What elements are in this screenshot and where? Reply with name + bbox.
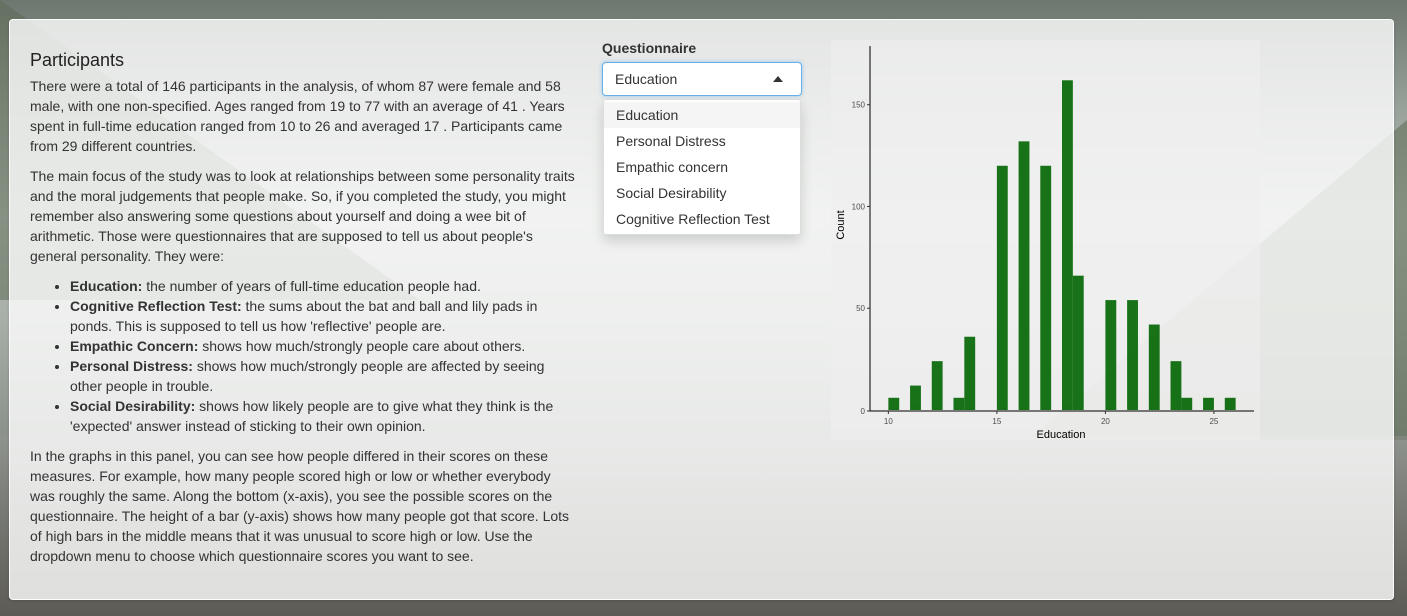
measure-name: Cognitive Reflection Test:: [70, 298, 242, 314]
option-education[interactable]: Education: [604, 102, 800, 128]
option-personal-distress[interactable]: Personal Distress: [616, 133, 726, 149]
histogram-bar: [888, 397, 900, 410]
x-tick-label: 20: [1101, 417, 1110, 426]
questionnaire-select[interactable]: Education: [602, 62, 802, 96]
option-social-desirability[interactable]: Social Desirability: [616, 185, 727, 201]
option-cognitive-reflection-test[interactable]: Cognitive Reflection Test: [616, 211, 770, 227]
measure-name: Empathic Concern:: [70, 338, 199, 354]
histogram-bar: [1224, 397, 1236, 410]
measure-name: Education:: [70, 278, 143, 294]
graph-explanation-paragraph: In the graphs in this panel, you can see…: [30, 448, 570, 564]
summary-paragraph: There were a total of 146 participants i…: [30, 78, 565, 154]
histogram-bar: [1148, 324, 1160, 410]
list-item: Social Desirability: shows how likely pe…: [70, 396, 578, 436]
histogram-chart: 0 50 100 150 10 15 20 25 Education Count: [831, 40, 1260, 440]
questionnaire-dropdown-menu: Education Personal Distress Empathic con…: [603, 99, 801, 235]
histogram-bar: [1072, 275, 1084, 410]
measure-desc: shows how much/strongly people care abou…: [198, 338, 526, 354]
list-item: Education: the number of years of full-t…: [70, 276, 578, 296]
x-tick-label: 25: [1209, 417, 1218, 426]
x-tick-label: 10: [884, 417, 893, 426]
list-item: Empathic Concern: shows how much/strongl…: [70, 336, 578, 356]
measure-desc: shows how much/strongly people are affec…: [70, 358, 545, 394]
measure-name: Social Desirability:: [70, 398, 196, 414]
y-tick-label: 150: [852, 101, 866, 110]
questionnaire-control: Questionnaire Education Education Person…: [602, 40, 802, 235]
y-tick-label: 100: [852, 202, 866, 211]
y-axis-label: Count: [835, 210, 847, 239]
histogram-bar: [1181, 397, 1193, 410]
measures-list: Education: the number of years of full-t…: [30, 276, 578, 436]
main-panel: Participants There were a total of 146 p…: [9, 19, 1394, 600]
focus-paragraph: The main focus of the study was to look …: [30, 168, 575, 264]
measure-name: Personal Distress:: [70, 358, 193, 374]
description-column: Participants There were a total of 146 p…: [30, 44, 578, 576]
histogram-bar: [996, 165, 1008, 410]
questionnaire-label: Questionnaire: [602, 40, 697, 56]
measure-desc: the sums about the bat and ball and lily…: [70, 298, 538, 334]
histogram-bar: [1105, 300, 1117, 410]
option-empathic-concern[interactable]: Empathic concern: [616, 159, 729, 175]
list-item: Cognitive Reflection Test: the sums abou…: [70, 296, 578, 336]
measure-desc: shows how likely people are to give what…: [70, 398, 554, 434]
histogram-svg: 0 50 100 150 10 15 20 25 Education Count: [835, 46, 1254, 440]
histogram-bar: [953, 397, 965, 410]
caret-up-icon: [773, 76, 783, 82]
page-title: Participants: [30, 50, 125, 70]
histogram-bar: [1127, 300, 1138, 410]
histogram-bar: [1062, 80, 1073, 410]
histogram-bar: [1170, 361, 1182, 410]
histogram-bar: [964, 336, 976, 410]
measure-desc: the number of years of full-time educati…: [142, 278, 481, 294]
x-tick-label: 15: [992, 417, 1001, 426]
y-tick-label: 50: [856, 304, 865, 313]
histogram-bar: [1203, 397, 1214, 410]
histogram-bar: [910, 385, 921, 410]
list-item: Personal Distress: shows how much/strong…: [70, 356, 578, 396]
histogram-bar: [1040, 165, 1052, 410]
y-tick-label: 0: [861, 407, 866, 416]
histogram-bar: [1018, 141, 1030, 410]
selected-value: Education: [615, 71, 678, 87]
histogram-bar: [931, 361, 943, 410]
x-axis-label: Education: [1037, 429, 1086, 440]
